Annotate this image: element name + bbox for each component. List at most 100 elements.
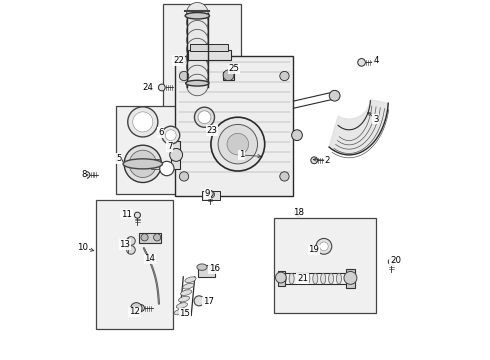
Circle shape bbox=[187, 21, 208, 42]
Text: 3: 3 bbox=[373, 114, 379, 123]
Bar bbox=[96, 200, 173, 329]
Circle shape bbox=[207, 191, 215, 198]
Text: 24: 24 bbox=[142, 83, 153, 92]
Circle shape bbox=[292, 130, 302, 140]
Ellipse shape bbox=[313, 273, 318, 284]
Text: 25: 25 bbox=[229, 64, 240, 73]
Circle shape bbox=[124, 145, 161, 183]
Bar bbox=[151, 159, 160, 169]
Circle shape bbox=[344, 271, 357, 284]
Circle shape bbox=[179, 172, 189, 181]
Circle shape bbox=[329, 90, 340, 101]
Text: 1: 1 bbox=[239, 150, 244, 159]
Circle shape bbox=[187, 30, 208, 51]
Bar bbox=[188, 50, 231, 60]
Circle shape bbox=[198, 111, 211, 124]
Circle shape bbox=[211, 117, 265, 171]
Circle shape bbox=[388, 259, 394, 265]
Bar bbox=[191, 44, 228, 51]
Text: 17: 17 bbox=[203, 297, 214, 306]
Circle shape bbox=[179, 71, 189, 81]
Text: 18: 18 bbox=[293, 208, 304, 217]
Circle shape bbox=[280, 71, 289, 81]
Circle shape bbox=[358, 59, 366, 66]
Ellipse shape bbox=[337, 273, 342, 284]
Ellipse shape bbox=[281, 273, 286, 284]
Ellipse shape bbox=[183, 283, 194, 289]
Circle shape bbox=[187, 56, 208, 78]
Polygon shape bbox=[329, 100, 388, 155]
Circle shape bbox=[138, 305, 145, 311]
Circle shape bbox=[194, 296, 204, 306]
Text: 6: 6 bbox=[158, 128, 164, 137]
Text: 16: 16 bbox=[209, 265, 220, 274]
Text: 19: 19 bbox=[308, 246, 319, 255]
Ellipse shape bbox=[178, 296, 190, 302]
Text: 9: 9 bbox=[205, 189, 210, 198]
Text: 15: 15 bbox=[179, 309, 190, 318]
Bar bbox=[139, 233, 161, 243]
Ellipse shape bbox=[176, 303, 188, 309]
Circle shape bbox=[227, 134, 248, 155]
Ellipse shape bbox=[197, 264, 207, 270]
Bar bbox=[172, 140, 180, 169]
Ellipse shape bbox=[174, 309, 185, 315]
Ellipse shape bbox=[186, 80, 209, 86]
Circle shape bbox=[187, 65, 208, 87]
Ellipse shape bbox=[123, 159, 163, 169]
Ellipse shape bbox=[181, 290, 192, 296]
Text: 12: 12 bbox=[129, 307, 140, 316]
Text: 8: 8 bbox=[81, 171, 86, 180]
Text: 13: 13 bbox=[120, 240, 130, 249]
Text: 2: 2 bbox=[325, 156, 330, 165]
Circle shape bbox=[83, 172, 90, 179]
Circle shape bbox=[275, 272, 286, 283]
Circle shape bbox=[134, 212, 141, 218]
Circle shape bbox=[158, 84, 165, 91]
Circle shape bbox=[131, 303, 142, 314]
Text: 22: 22 bbox=[173, 56, 184, 65]
Ellipse shape bbox=[297, 273, 302, 284]
Circle shape bbox=[187, 74, 208, 96]
Circle shape bbox=[129, 150, 156, 177]
Ellipse shape bbox=[320, 273, 326, 284]
Circle shape bbox=[162, 126, 180, 144]
Bar bbox=[197, 265, 215, 277]
Circle shape bbox=[187, 39, 208, 60]
Circle shape bbox=[160, 161, 174, 176]
Circle shape bbox=[223, 70, 234, 81]
Circle shape bbox=[153, 234, 161, 241]
Circle shape bbox=[128, 107, 158, 137]
Text: 7: 7 bbox=[167, 142, 172, 151]
Circle shape bbox=[319, 242, 328, 251]
Circle shape bbox=[126, 246, 135, 254]
Circle shape bbox=[126, 237, 135, 245]
Text: 10: 10 bbox=[77, 243, 88, 252]
Text: 21: 21 bbox=[297, 274, 308, 283]
Circle shape bbox=[166, 130, 176, 140]
Ellipse shape bbox=[289, 273, 294, 284]
Ellipse shape bbox=[329, 273, 334, 284]
Bar bbox=[116, 107, 191, 194]
Text: 23: 23 bbox=[206, 126, 218, 135]
Circle shape bbox=[187, 12, 208, 33]
Ellipse shape bbox=[185, 13, 210, 19]
Bar bbox=[346, 269, 355, 288]
Circle shape bbox=[141, 234, 148, 241]
Text: 4: 4 bbox=[373, 57, 379, 66]
Circle shape bbox=[170, 148, 183, 161]
Text: 11: 11 bbox=[121, 210, 132, 219]
Bar bbox=[202, 191, 220, 200]
Circle shape bbox=[311, 157, 318, 164]
Ellipse shape bbox=[305, 273, 310, 284]
Circle shape bbox=[187, 47, 208, 69]
Circle shape bbox=[316, 238, 332, 254]
Bar bbox=[278, 271, 285, 286]
Ellipse shape bbox=[185, 277, 196, 283]
Bar bbox=[163, 4, 242, 128]
Text: 20: 20 bbox=[390, 256, 401, 265]
Text: 5: 5 bbox=[116, 154, 122, 163]
Circle shape bbox=[133, 112, 153, 132]
Circle shape bbox=[207, 191, 213, 197]
Circle shape bbox=[218, 125, 258, 164]
